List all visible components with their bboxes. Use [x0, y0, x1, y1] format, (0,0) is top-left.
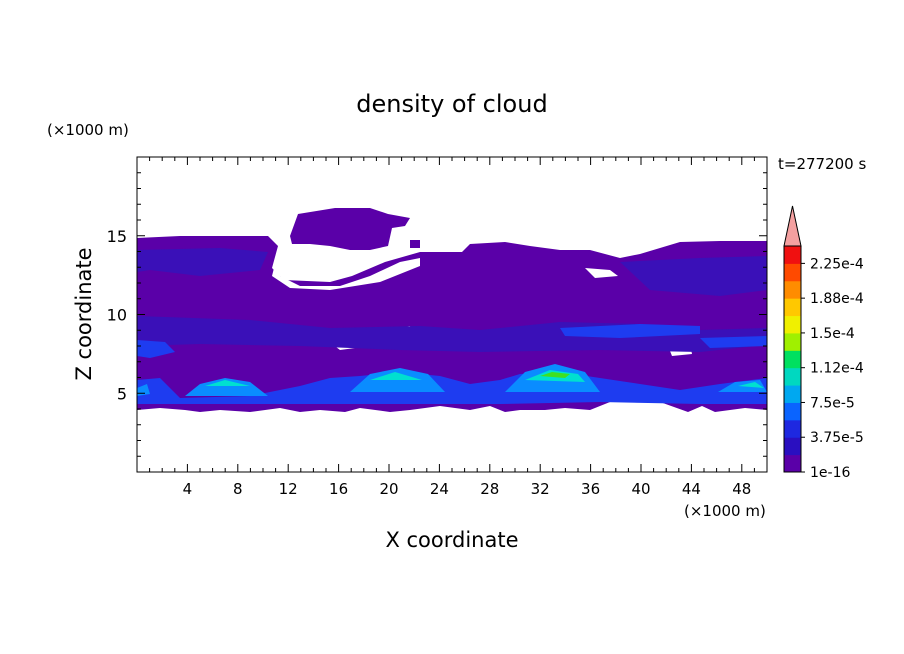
colorbar-label: 7.5e-5	[810, 395, 855, 411]
colorbar-swatch	[784, 263, 801, 282]
colorbar-swatch	[784, 402, 801, 421]
colorbar-label: 1.5e-4	[810, 326, 855, 342]
mid-bands	[137, 248, 767, 352]
colorbar-label: 1e-16	[810, 465, 850, 481]
colorbar-swatch	[784, 332, 801, 351]
colorbar-swatch	[784, 298, 801, 317]
colorbar-swatch	[784, 246, 801, 264]
cloud-base-layer	[137, 236, 767, 412]
colorbar-swatch	[784, 280, 801, 299]
y-tick-label: 15	[107, 227, 127, 246]
colorbar-swatch	[784, 437, 801, 456]
x-axis-title: X coordinate	[385, 528, 518, 552]
x-tick-label: 36	[581, 480, 600, 498]
colorbar: 1e-16 3.75e-5 7.5e-5 1.12e-4 1.5e-4 1.88e-4 2.…	[783, 205, 864, 481]
y-tick-label: 10	[107, 306, 127, 325]
x-tick-label: 12	[279, 480, 298, 498]
x-tick-label: 16	[329, 480, 348, 498]
x-tick-label: 24	[430, 480, 449, 498]
colorbar-swatch	[784, 367, 801, 386]
colorbar-label: 2.25e-4	[810, 256, 864, 272]
colorbar-swatch	[784, 385, 801, 403]
blue-band	[137, 324, 767, 404]
y-axis: 5 10 15	[107, 172, 767, 457]
y-unit-label: (×1000 m)	[47, 121, 129, 139]
y-tick-label: 5	[117, 384, 127, 403]
colorbar-label: 3.75e-5	[810, 430, 864, 446]
x-tick-label: 4	[183, 480, 193, 498]
x-tick-label: 40	[631, 480, 650, 498]
colorbar-frame	[783, 245, 802, 473]
colorbar-swatch	[784, 454, 801, 473]
cloud-field	[137, 208, 767, 412]
x-tick-label: 20	[379, 480, 398, 498]
time-label: t=277200 s	[778, 155, 866, 173]
chart-title: density of cloud	[356, 90, 547, 118]
colorbar-label: 1.88e-4	[810, 291, 864, 307]
y-axis-title: Z coordinate	[72, 247, 96, 380]
colorbar-swatch	[784, 419, 801, 438]
green-cores	[540, 372, 570, 378]
x-tick-label: 28	[480, 480, 499, 498]
colorbar-swatch	[784, 315, 801, 334]
x-tick-label: 8	[233, 480, 243, 498]
colorbar-extend-arrow	[783, 205, 802, 247]
cloud-top-patch	[290, 208, 410, 250]
x-unit-label: (×1000 m)	[684, 502, 766, 520]
colorbar-label: 1.12e-4	[810, 361, 864, 377]
colorbar-swatch	[784, 350, 801, 369]
x-tick-label: 44	[682, 480, 701, 498]
cloud-top-fragment	[410, 240, 420, 248]
x-tick-label: 48	[732, 480, 751, 498]
x-axis: 4 8 12 16 20 24 28 32 36 40 44 48	[149, 157, 755, 498]
x-tick-label: 32	[531, 480, 550, 498]
